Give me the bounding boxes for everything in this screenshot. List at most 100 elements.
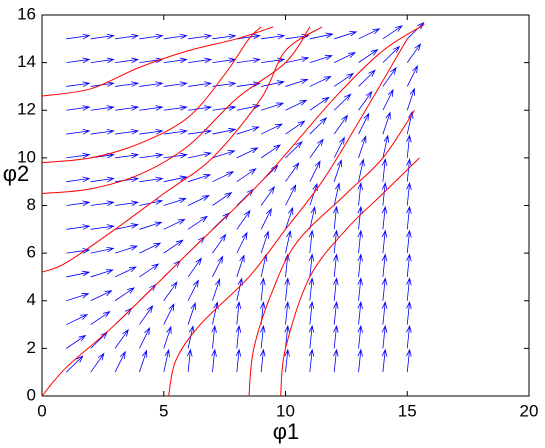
arrow <box>358 158 365 182</box>
arrow <box>66 293 90 302</box>
x-tick-label: 0 <box>37 401 46 420</box>
arrow <box>358 112 370 135</box>
streamline <box>280 157 420 397</box>
arrow <box>186 348 193 373</box>
streamline <box>41 26 274 97</box>
arrow <box>357 205 363 230</box>
arrow <box>381 277 388 301</box>
arrow <box>333 182 341 206</box>
arrow <box>66 355 84 373</box>
arrow <box>66 57 91 64</box>
arrow <box>188 57 213 64</box>
arrow <box>358 28 381 40</box>
arrow <box>90 224 115 230</box>
arrow <box>188 105 213 111</box>
x-axis-label: φ1 <box>273 419 300 444</box>
arrow <box>381 205 388 230</box>
arrow <box>309 96 330 111</box>
x-tick-label: 15 <box>398 401 417 420</box>
arrow <box>163 239 184 254</box>
arrow <box>236 254 245 278</box>
arrow <box>333 253 339 277</box>
arrow <box>235 348 242 373</box>
arrow <box>382 111 391 135</box>
arrow <box>66 270 91 278</box>
arrow <box>163 348 170 373</box>
arrow <box>66 224 91 230</box>
arrow <box>406 253 412 277</box>
arrow <box>333 205 339 230</box>
y-tick-label: 8 <box>27 195 36 214</box>
arrow <box>285 229 292 254</box>
arrow <box>381 253 388 277</box>
arrow <box>139 176 164 183</box>
streamline <box>41 26 323 273</box>
arrow <box>188 151 212 159</box>
arrow <box>139 129 164 135</box>
arrow <box>381 348 388 373</box>
arrow <box>381 324 388 349</box>
arrow <box>139 152 164 159</box>
arrow <box>163 105 188 111</box>
arrow <box>163 281 178 301</box>
arrow <box>90 290 113 302</box>
arrow <box>187 301 196 325</box>
arrow <box>163 33 188 40</box>
arrow <box>333 348 339 373</box>
arrow <box>406 181 412 206</box>
arrow <box>357 181 363 206</box>
arrow <box>261 33 286 40</box>
arrow <box>163 81 188 87</box>
arrow <box>236 126 260 135</box>
y-tick-label: 2 <box>27 338 36 357</box>
arrow <box>308 253 315 277</box>
streamline <box>41 26 311 195</box>
arrow <box>114 223 139 230</box>
arrow <box>333 114 349 135</box>
arrow <box>212 255 224 278</box>
arrow <box>187 257 202 278</box>
arrow <box>284 277 290 301</box>
arrow <box>187 215 209 230</box>
arrow <box>212 278 221 301</box>
arrow <box>382 88 394 111</box>
arrow <box>66 200 91 206</box>
arrow <box>309 206 317 230</box>
arrow <box>333 324 339 349</box>
y-tick-label: 10 <box>17 147 36 166</box>
arrow <box>212 105 237 111</box>
arrow <box>285 206 294 230</box>
y-tick-label: 12 <box>17 100 36 119</box>
arrow <box>382 134 390 158</box>
arrow <box>188 33 213 40</box>
arrow <box>90 57 115 64</box>
arrow <box>188 81 213 87</box>
arrow <box>114 200 140 206</box>
arrow <box>212 191 233 206</box>
arrow <box>284 253 290 277</box>
arrow <box>139 263 160 278</box>
arrow <box>309 160 321 182</box>
y-tick-label: 4 <box>27 290 36 309</box>
arrow <box>90 129 115 135</box>
arrow <box>285 120 306 135</box>
arrow <box>285 184 297 206</box>
arrow <box>236 277 243 301</box>
arrow <box>187 173 212 183</box>
arrow <box>187 279 199 301</box>
arrow <box>260 230 269 254</box>
arrow <box>406 277 412 301</box>
arrow <box>260 277 266 301</box>
arrow <box>284 348 290 373</box>
arrow <box>382 66 397 87</box>
arrow <box>334 52 357 63</box>
arrow <box>66 152 91 159</box>
arrow <box>284 324 290 349</box>
arrow <box>187 325 195 349</box>
arrow <box>406 65 418 87</box>
arrow <box>66 314 89 325</box>
arrow <box>212 233 227 254</box>
arrow <box>139 221 163 230</box>
